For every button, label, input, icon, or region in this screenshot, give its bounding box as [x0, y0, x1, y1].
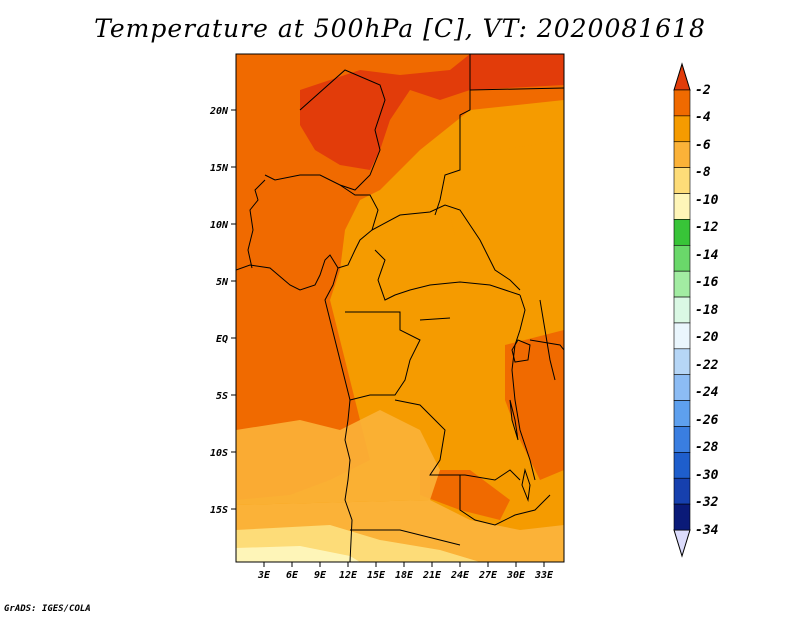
- lat-label: 5S: [216, 391, 228, 402]
- lat-label: 15N: [210, 163, 229, 174]
- colorbar-label: -8: [695, 165, 711, 180]
- colorbar-cell: [673, 452, 691, 479]
- colorbar-labels: -2 -4 -6 -8 -10 -12 -14 -16 -18 -20 -22 …: [695, 83, 719, 538]
- colorbar-cell: [673, 219, 691, 246]
- border-zambia-zimbabwe: [459, 475, 551, 526]
- colorbar-label: -10: [695, 193, 719, 208]
- border-mali-niger: [264, 69, 386, 191]
- lat-ticks: [231, 109, 236, 510]
- colorbar: -2 -4 -6 -8 -10 -12 -14 -16 -18 -20 -22 …: [673, 62, 719, 558]
- lon-label: 30E: [506, 570, 526, 581]
- colorbar-top-arrow: [673, 62, 691, 91]
- colorbar-cell: [673, 141, 691, 168]
- lat-label: EQ: [216, 334, 228, 345]
- border-libya-sudan: [469, 87, 564, 91]
- border-drc-east: [511, 294, 536, 481]
- lon-label: 18E: [395, 570, 414, 581]
- field-band-2-4-west: [236, 54, 564, 500]
- border-lake-victoria: [529, 339, 564, 351]
- lon-label: 15E: [367, 570, 386, 581]
- lake-malawi: [521, 468, 531, 502]
- field-band-lt-2: [300, 54, 564, 170]
- lat-label: 5N: [216, 277, 229, 288]
- grads-credit: GrADS: IGES/COLA: [4, 604, 91, 614]
- colorbar-cell: [673, 89, 691, 117]
- colorbar-cell: [673, 348, 691, 376]
- lat-labels: 20N 15N 10N 5N EQ 5S 10S 15S: [209, 106, 229, 516]
- lon-label: 33E: [534, 570, 554, 581]
- border-car-north: [371, 204, 521, 291]
- colorbar-label: -28: [695, 440, 719, 455]
- border-chad-east: [434, 54, 471, 216]
- field-band-2-4-east: [505, 330, 564, 480]
- colorbar-cell: [673, 426, 691, 453]
- border-car-south: [374, 249, 521, 301]
- colorbar-label: -34: [695, 523, 719, 538]
- colorbar-cell: [673, 296, 691, 324]
- border-uganda-kenya: [539, 299, 556, 381]
- colorbar-cell: [673, 374, 691, 401]
- lon-labels: 3E 6E 9E 12E 15E 18E 21E 24E 27E 30E 33E: [257, 570, 554, 581]
- colorbar-cell: [673, 322, 691, 350]
- colorbar-label: -4: [695, 110, 711, 125]
- lat-label: 20N: [209, 106, 229, 117]
- border-congo: [345, 311, 421, 401]
- border-angola-zambia: [394, 399, 521, 481]
- temperature-field: [236, 54, 564, 562]
- field-band-4-6-east: [440, 140, 564, 290]
- colorbar-cell: [673, 477, 691, 505]
- colorbar-label: -22: [695, 358, 719, 373]
- colorbar-cell: [673, 193, 691, 220]
- border-benin: [247, 179, 266, 269]
- colorbar-cell: [673, 400, 691, 427]
- field-band-2-4-south: [420, 470, 510, 520]
- colorbar-label: -2: [695, 83, 711, 98]
- colorbar-label: -30: [695, 468, 719, 483]
- lon-label: 27E: [478, 570, 498, 581]
- lon-label: 3E: [257, 570, 271, 581]
- colorbar-cell: [673, 503, 691, 531]
- lon-label: 12E: [339, 570, 358, 581]
- lon-label: 24E: [450, 570, 470, 581]
- chart-title: Temperature at 500hPa [C], VT: 202008161…: [94, 14, 706, 43]
- colorbar-label: -20: [695, 330, 719, 345]
- lon-label: 6E: [286, 570, 299, 581]
- lakes: [419, 317, 531, 502]
- colorbar-label: -24: [695, 385, 719, 400]
- lon-ticks: [263, 562, 545, 567]
- lat-label: 10N: [210, 220, 229, 231]
- colorbar-cells: [673, 89, 691, 531]
- colorbar-label: -14: [695, 248, 719, 263]
- colorbar-bottom-arrow: [673, 529, 691, 558]
- colorbar-cell: [673, 244, 691, 272]
- map-frame: [235, 53, 565, 563]
- colorbar-label: -12: [695, 220, 719, 235]
- colorbar-label: -18: [695, 303, 719, 318]
- field-band-10-12: [236, 546, 360, 562]
- colorbar-label: -6: [695, 138, 711, 153]
- field-band-6-8: [236, 410, 440, 505]
- country-borders: [236, 54, 564, 562]
- lat-label: 10S: [210, 448, 228, 459]
- lon-label: 21E: [422, 570, 442, 581]
- colorbar-label: -26: [695, 413, 719, 428]
- colorbar-cell: [673, 270, 691, 298]
- lat-label: 15S: [210, 505, 228, 516]
- lake-victoria: [511, 339, 531, 363]
- colorbar-label: -32: [695, 495, 719, 510]
- atlantic-coastline: [236, 254, 353, 562]
- lon-label: 9E: [314, 570, 327, 581]
- lake-tanganyika: [509, 399, 519, 441]
- river-congo: [419, 317, 451, 321]
- colorbar-cell: [673, 115, 691, 143]
- colorbar-cell: [673, 167, 691, 194]
- colorbar-label: -16: [695, 275, 719, 290]
- border-namibia: [350, 529, 461, 546]
